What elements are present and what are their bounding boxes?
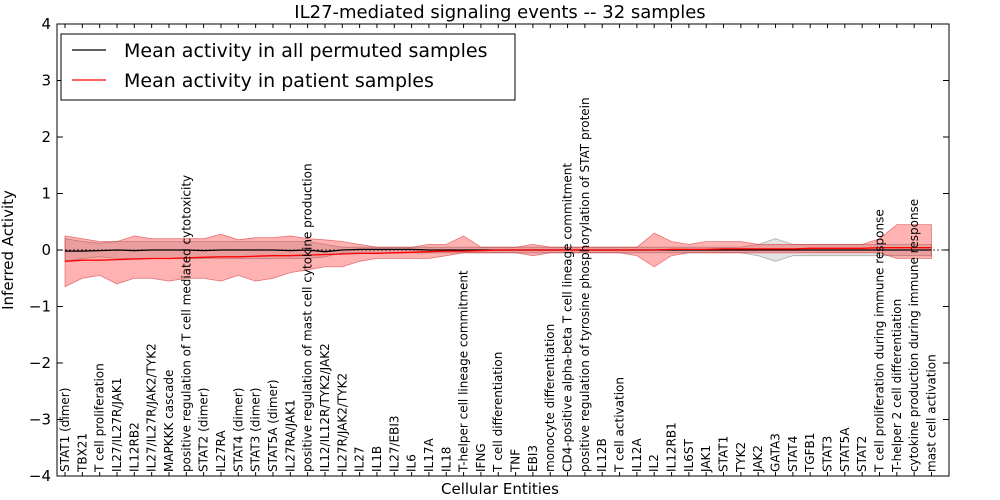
entity-label: IL27RA xyxy=(214,430,228,472)
y-tick-label: 2 xyxy=(41,128,51,146)
entity-label: T-helper cell lineage commitment xyxy=(457,270,471,473)
entity-label: STAT5A (dimer) xyxy=(266,379,280,472)
entity-label: JAK2 xyxy=(751,445,765,473)
entity-label: IL27/EBI3 xyxy=(387,415,401,472)
entity-label: STAT3 (dimer) xyxy=(249,388,263,472)
entity-label: TNF xyxy=(509,449,523,473)
entity-label: STAT5A xyxy=(838,427,852,472)
entity-label: mast cell activation xyxy=(925,354,939,472)
entity-label: T cell proliferation during immune respo… xyxy=(873,209,887,473)
y-tick-label: 4 xyxy=(41,15,51,33)
entity-label: IL12B xyxy=(595,438,609,472)
entity-label: CD4-positive alpha-beta T cell lineage c… xyxy=(561,163,575,472)
band-patient xyxy=(64,224,932,288)
entity-label: IL12A xyxy=(630,438,644,472)
entity-label: EBI3 xyxy=(526,445,540,472)
entity-label: STAT2 (dimer) xyxy=(197,388,211,472)
entity-label: MAPKKK cascade xyxy=(162,370,176,472)
series-line-patient xyxy=(64,247,932,262)
y-tick-label: 1 xyxy=(41,185,51,203)
entity-label: positive regulation of T cell mediated c… xyxy=(179,175,193,472)
entity-label: IL1B xyxy=(370,446,384,472)
entity-label: JAK1 xyxy=(699,445,713,473)
series-lines xyxy=(64,247,932,262)
entity-label: IL12RB1 xyxy=(665,422,679,472)
entity-label: TGFB1 xyxy=(803,433,817,473)
entity-label: monocyte differentiation xyxy=(543,324,557,472)
legend-label-permuted: Mean activity in all permuted samples xyxy=(124,40,487,62)
entity-label: positive regulation of tyrosine phosphor… xyxy=(578,97,592,472)
y-axis-ticks: −4 −3 −2 −1 0 1 2 3 4 xyxy=(29,15,949,485)
x-axis-label: Cellular Entities xyxy=(441,480,559,498)
entity-label: IL12/IL12R/TYK2/JAK2 xyxy=(318,343,332,472)
entity-label: IL12RB2 xyxy=(127,422,141,472)
y-tick-label: 0 xyxy=(41,241,51,259)
entity-label: IL17A xyxy=(422,437,436,471)
legend-box xyxy=(60,33,516,101)
legend: Mean activity in all permuted samples Me… xyxy=(60,33,516,101)
entity-label: STAT1 (dimer) xyxy=(58,388,72,472)
x-axis-ticks xyxy=(64,24,932,476)
y-tick-label: −4 xyxy=(29,467,51,485)
entity-label: T-helper 2 cell differentiation xyxy=(890,299,904,473)
entity-label: IFNG xyxy=(474,443,488,472)
entity-label: TYK2 xyxy=(734,442,748,473)
y-tick-label: −3 xyxy=(29,411,51,429)
y-tick-label: 3 xyxy=(41,72,51,90)
entity-label: IL27R/JAK2/TYK2 xyxy=(335,373,349,472)
entity-label: IL27/IL27R/JAK1 xyxy=(110,378,124,472)
entity-label: STAT4 (dimer) xyxy=(231,388,245,472)
legend-label-patient: Mean activity in patient samples xyxy=(124,70,434,92)
entity-label: STAT3 xyxy=(821,436,835,472)
entity-label: IL27/IL27R/JAK2/TYK2 xyxy=(145,343,159,472)
entity-label: T cell activation xyxy=(613,377,627,473)
entity-label: positive regulation of mast cell cytokin… xyxy=(301,163,315,472)
y-tick-label: −2 xyxy=(29,354,51,372)
chart-title: IL27-mediated signaling events -- 32 sam… xyxy=(294,2,705,23)
entity-label: IL2 xyxy=(647,454,661,472)
entity-label: IL6ST xyxy=(682,439,696,472)
entity-label: T cell differentiation xyxy=(491,352,505,473)
entity-label: IL27RA/JAK1 xyxy=(283,399,297,472)
entity-label: GATA3 xyxy=(769,433,783,472)
entity-label: IL27 xyxy=(353,446,367,472)
entity-label: STAT1 xyxy=(717,436,731,472)
entity-label: IL6 xyxy=(405,454,419,472)
entity-labels: STAT1 (dimer) TBX21 T cell proliferation IL… xyxy=(58,97,939,473)
y-tick-label: −1 xyxy=(29,298,51,316)
y-axis-label: Inferred Activity xyxy=(0,190,17,310)
entity-label: IL18 xyxy=(439,447,453,473)
entity-label: T cell proliferation xyxy=(93,363,107,473)
entity-label: STAT2 xyxy=(855,436,869,472)
entity-label: cytokine production during immune respon… xyxy=(907,199,921,472)
entity-label: TBX21 xyxy=(75,433,89,473)
entity-label: STAT4 xyxy=(786,436,800,472)
